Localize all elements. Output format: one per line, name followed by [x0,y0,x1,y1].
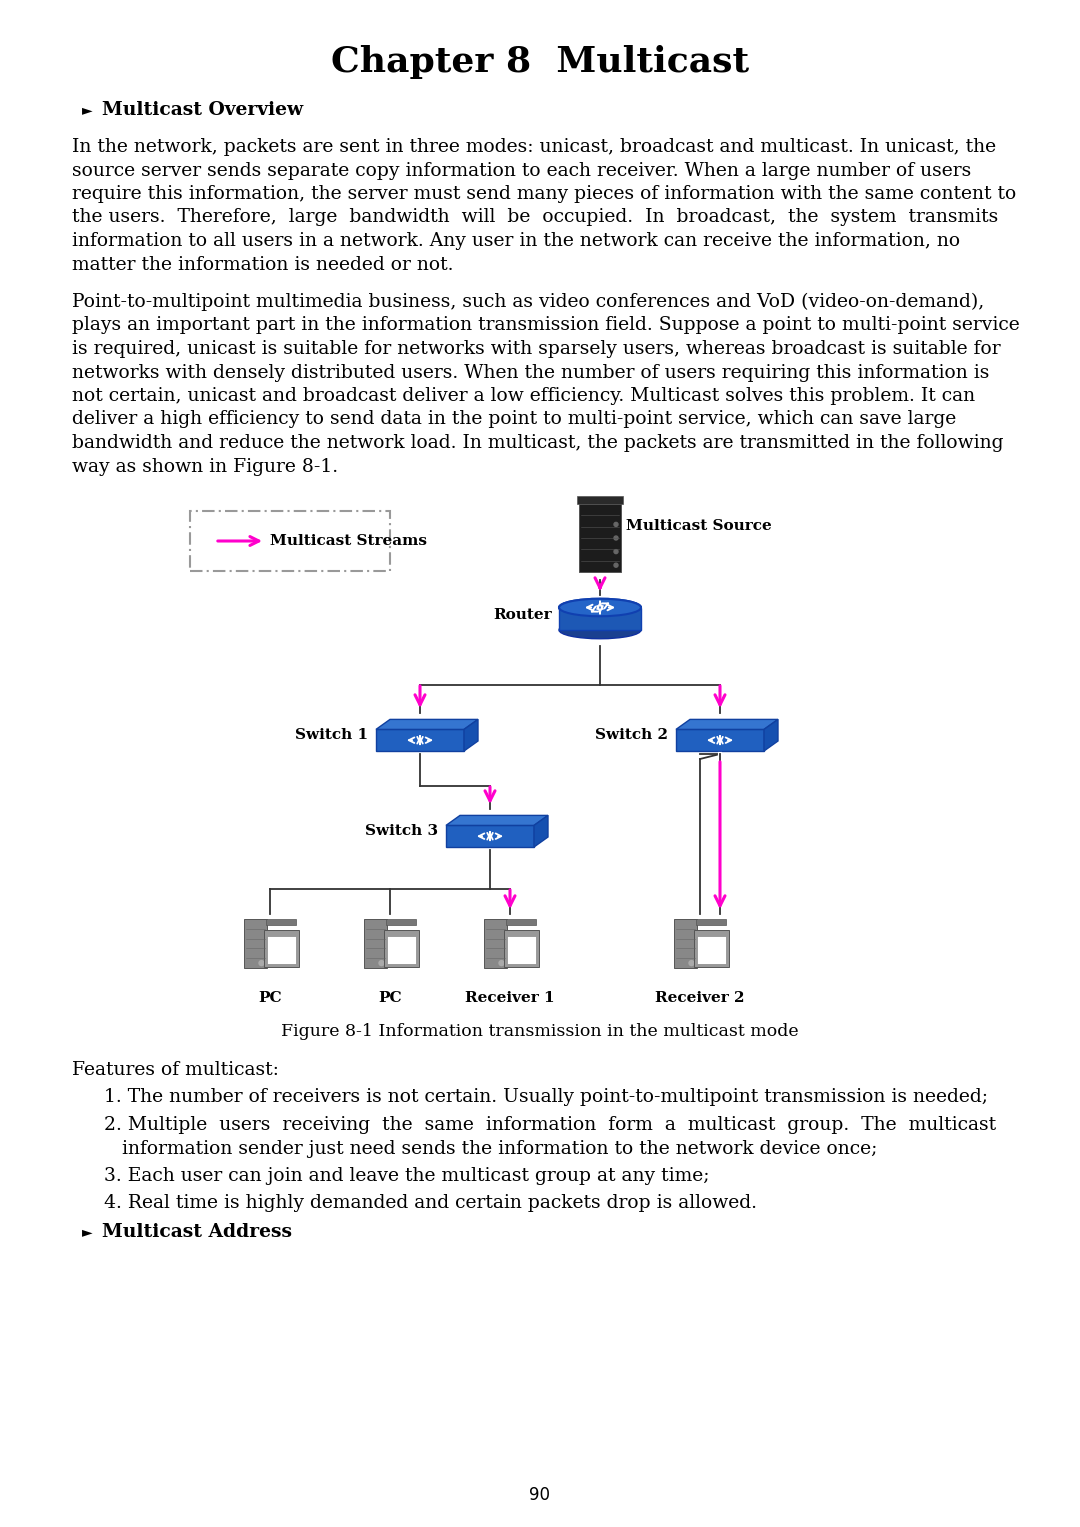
Text: information sender just need sends the information to the network device once;: information sender just need sends the i… [122,1139,877,1157]
Polygon shape [376,730,464,751]
Text: Switch 3: Switch 3 [365,823,438,838]
Text: bandwidth and reduce the network load. In multicast, the packets are transmitted: bandwidth and reduce the network load. I… [72,434,1003,452]
Text: plays an important part in the information transmission field. Suppose a point t: plays an important part in the informati… [72,316,1020,334]
Circle shape [615,536,618,541]
Text: deliver a high efficiency to send data in the point to multi-point service, whic: deliver a high efficiency to send data i… [72,411,956,429]
Bar [387,936,416,964]
Text: networks with densely distributed users. When the number of users requiring this: networks with densely distributed users.… [72,363,989,382]
Bar [507,936,536,964]
Text: 4. Real time is highly demanded and certain packets drop is allowed.: 4. Real time is highly demanded and cert… [104,1194,757,1212]
Polygon shape [376,719,478,730]
Circle shape [379,960,384,965]
Text: Features of multicast:: Features of multicast: [72,1061,279,1080]
Bar [267,936,296,964]
Bar [364,919,387,968]
Ellipse shape [559,599,642,617]
Bar [579,504,621,573]
Text: information to all users in a network. Any user in the network can receive the i: information to all users in a network. A… [72,232,960,250]
Bar [693,930,729,967]
Text: Switch 2: Switch 2 [595,728,669,742]
Text: Point-to-multipoint multimedia business, such as video conferences and VoD (vide: Point-to-multipoint multimedia business,… [72,293,984,312]
Circle shape [615,522,618,527]
Text: Receiver 1: Receiver 1 [465,991,555,1005]
Text: PC: PC [378,991,402,1005]
Text: 90: 90 [529,1486,551,1504]
Bar [697,936,726,964]
Bar [484,919,507,968]
Text: the users.  Therefore,  large  bandwidth  will  be  occupied.  In  broadcast,  t: the users. Therefore, large bandwidth wi… [72,209,998,226]
Polygon shape [446,826,534,847]
Text: Figure 8-1 Information transmission in the multicast mode: Figure 8-1 Information transmission in t… [281,1023,799,1040]
Text: Router: Router [494,608,552,621]
Bar [383,930,419,967]
Bar [243,919,267,968]
Bar [674,919,697,968]
Text: way as shown in Figure 8-1.: way as shown in Figure 8-1. [72,458,338,475]
Polygon shape [559,608,642,631]
Circle shape [615,563,618,567]
Text: require this information, the server must send many pieces of information with t: require this information, the server mus… [72,185,1016,203]
Circle shape [499,960,504,965]
Text: is required, unicast is suitable for networks with sparsely users, whereas broad: is required, unicast is suitable for net… [72,341,1001,357]
Text: PC: PC [258,991,282,1005]
Ellipse shape [559,621,642,638]
Text: Receiver 2: Receiver 2 [656,991,745,1005]
Polygon shape [676,719,778,730]
Text: Multicast Streams: Multicast Streams [270,534,427,548]
Ellipse shape [559,599,642,617]
Bar [503,930,539,967]
Text: not certain, unicast and broadcast deliver a low efficiency. Multicast solves th: not certain, unicast and broadcast deliv… [72,386,975,405]
Polygon shape [534,815,548,847]
Text: Chapter 8  Multicast: Chapter 8 Multicast [330,44,750,79]
Text: Switch 1: Switch 1 [295,728,368,742]
Text: source server sends separate copy information to each receiver. When a large num: source server sends separate copy inform… [72,162,971,180]
Text: Multicast Source: Multicast Source [626,519,772,533]
Bar [577,496,623,504]
Bar [507,919,536,925]
Text: 3. Each user can join and leave the multicast group at any time;: 3. Each user can join and leave the mult… [104,1167,710,1185]
Text: matter the information is needed or not.: matter the information is needed or not. [72,255,454,273]
Polygon shape [676,730,764,751]
Text: Multicast Address: Multicast Address [102,1223,292,1241]
Polygon shape [446,815,548,826]
Polygon shape [764,719,778,751]
Circle shape [615,550,618,554]
Text: 2. Multiple  users  receiving  the  same  information  form  a  multicast  group: 2. Multiple users receiving the same inf… [104,1116,996,1135]
Circle shape [689,960,694,965]
Bar [386,919,416,925]
Polygon shape [464,719,478,751]
Text: 1. The number of receivers is not certain. Usually point-to-multipoint transmiss: 1. The number of receivers is not certai… [104,1089,988,1107]
Text: ►: ► [82,1225,93,1238]
Bar [264,930,298,967]
Bar [266,919,296,925]
Circle shape [259,960,264,965]
Text: Multicast Overview: Multicast Overview [102,101,303,119]
Bar [696,919,726,925]
Text: ►: ► [82,102,93,118]
Text: In the network, packets are sent in three modes: unicast, broadcast and multicas: In the network, packets are sent in thre… [72,137,996,156]
